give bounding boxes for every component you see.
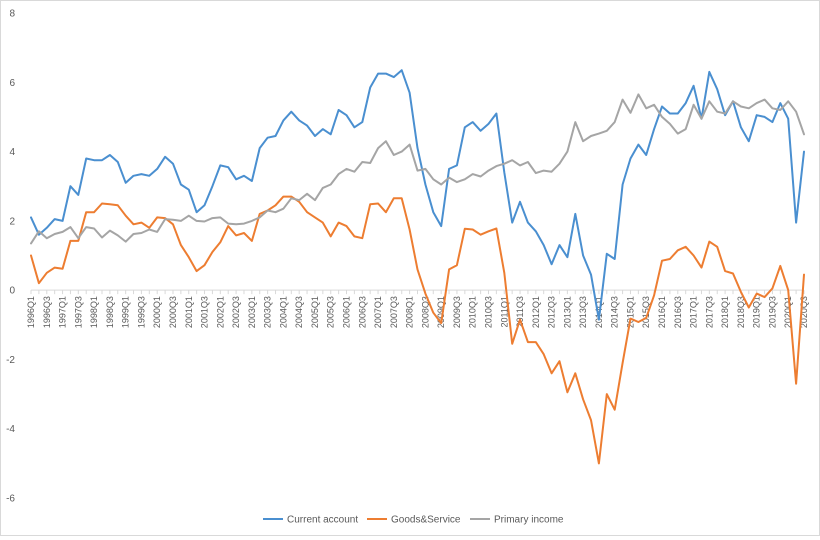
x-tick-label: 2016Q3: [673, 296, 683, 328]
x-tick-label: 1996Q3: [42, 296, 52, 328]
x-tick-label: 2008Q3: [420, 296, 430, 328]
y-tick-label: 8: [9, 9, 15, 20]
x-tick-label: 2017Q3: [704, 296, 714, 328]
x-tick-label: 2015Q1: [625, 296, 635, 328]
x-tick-label: 2018Q1: [720, 296, 730, 328]
x-tick-label: 2010Q1: [468, 296, 478, 328]
x-tick-label: 2020Q3: [799, 296, 809, 328]
x-tick-label: 2017Q1: [689, 296, 699, 328]
x-tick-label: 2013Q3: [578, 296, 588, 328]
x-tick-label: 1999Q1: [121, 296, 131, 328]
x-tick-label: 2005Q3: [326, 296, 336, 328]
y-tick-label: 6: [9, 78, 15, 89]
x-tick-label: 2010Q3: [483, 296, 493, 328]
x-tick-label: 2004Q1: [278, 296, 288, 328]
x-tick-label: 1997Q1: [58, 296, 68, 328]
x-tick-label: 2012Q1: [531, 296, 541, 328]
x-tick-label: 2006Q1: [342, 296, 352, 328]
x-axis: 1996Q1 1996Q3 1997Q1 1997Q3 1998Q1 1998Q3 1999…: [26, 289, 809, 328]
x-tick-label: 2001Q3: [200, 296, 210, 328]
x-tick-label: 2007Q3: [389, 296, 399, 328]
x-tick-label: 2009Q1: [436, 296, 446, 328]
x-tick-label: 2003Q1: [247, 296, 257, 328]
x-tick-label: 2007Q1: [373, 296, 383, 328]
legend-label: Primary income: [494, 515, 564, 526]
series-line-current-account: [30, 69, 805, 321]
x-tick-label: 2005Q1: [310, 296, 320, 328]
x-tick-label: 2006Q3: [357, 296, 367, 328]
x-tick-label: 2009Q3: [452, 296, 462, 328]
x-tick-label: 2013Q1: [562, 296, 572, 328]
legend: Current account Goods&Service Primary inco…: [263, 515, 564, 526]
x-tick-label: 2008Q1: [405, 296, 415, 328]
x-tick-label: 2012Q3: [547, 296, 557, 328]
y-tick-label: 2: [9, 216, 15, 227]
x-tick-label: 2002Q1: [215, 296, 225, 328]
x-tick-label: 2011Q3: [515, 296, 525, 327]
legend-label: Current account: [287, 515, 358, 526]
x-tick-label: 2001Q1: [184, 296, 194, 328]
series-layer: [30, 69, 805, 465]
series-line-goods-service: [30, 195, 805, 465]
x-tick-label: 2016Q1: [657, 296, 667, 328]
x-tick-label: 1999Q3: [136, 296, 146, 328]
x-tick-label: 2019Q3: [767, 296, 777, 328]
y-axis: -6 -4 -2 0 2 4 6 8: [6, 9, 15, 505]
x-tick-label: 2019Q1: [752, 296, 762, 328]
x-tick-label: 2000Q3: [168, 296, 178, 328]
y-tick-label: 4: [9, 147, 15, 158]
y-tick-label: -6: [6, 494, 15, 505]
legend-label: Goods&Service: [391, 515, 461, 526]
y-tick-label: -2: [6, 355, 15, 366]
x-tick-label: 2014Q3: [610, 296, 620, 328]
x-tick-label: 2018Q3: [736, 296, 746, 328]
x-tick-label: 2004Q3: [294, 296, 304, 328]
x-tick-label: 2011Q1: [499, 296, 509, 327]
x-tick-label: 1998Q1: [89, 296, 99, 328]
x-tick-label: 2003Q3: [263, 296, 273, 328]
x-tick-label: 2002Q3: [231, 296, 241, 328]
x-tick-label: 2015Q3: [641, 296, 651, 328]
y-tick-label: -4: [6, 424, 15, 435]
x-tick-label: 1998Q3: [105, 296, 115, 328]
x-tick-label: 1997Q3: [73, 296, 83, 328]
series-line-primary-income: [30, 93, 805, 245]
x-tick-label: 1996Q1: [26, 296, 36, 328]
x-tick-label: 2020Q1: [783, 296, 793, 328]
y-tick-label: 0: [9, 286, 15, 297]
x-tick-label: 2000Q1: [152, 296, 162, 328]
